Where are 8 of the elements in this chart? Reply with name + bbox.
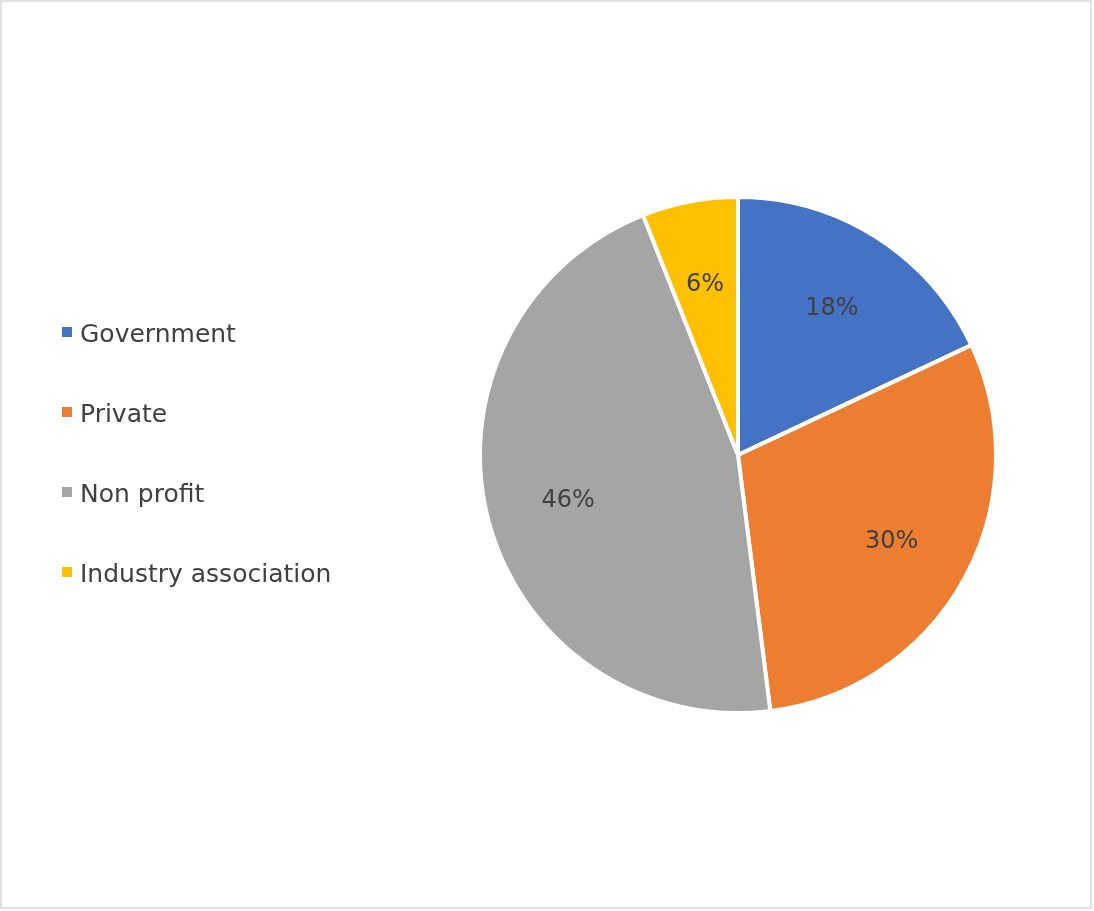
data-label: 30% [865,525,919,554]
legend-label: Non profit [80,478,205,508]
data-label: 46% [541,484,595,513]
legend-label: Industry association [80,558,332,588]
data-label: 18% [805,292,859,321]
legend-label: Private [80,398,168,428]
legend-label: Government [80,318,237,348]
data-label: 6% [686,268,725,297]
